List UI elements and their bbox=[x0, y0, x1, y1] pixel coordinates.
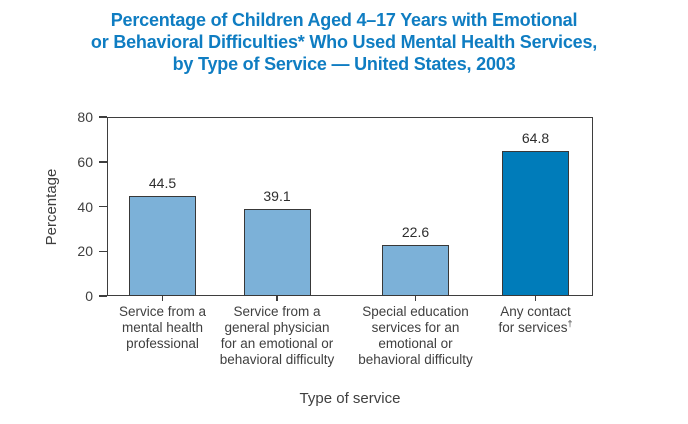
bar-value-label-4: 64.8 bbox=[521, 130, 550, 146]
y-tick-label-20: 20 bbox=[77, 243, 93, 260]
x-category-label-2: Service from a general physician for an em… bbox=[204, 304, 350, 368]
chart-title-line-3: by Type of Service — United States, 2003 bbox=[172, 54, 516, 74]
bar-1 bbox=[129, 196, 196, 296]
bar-value-label-1: 44.5 bbox=[148, 175, 177, 192]
x-category-label-1-line-3: professional bbox=[126, 336, 199, 351]
y-tick-mark-0 bbox=[99, 295, 107, 297]
chart-title: Percentage of Children Aged 4–17 Years w… bbox=[0, 9, 688, 75]
y-tick-mark-40 bbox=[99, 205, 107, 208]
x-category-label-2-line-4: behavioral difficulty bbox=[219, 352, 335, 367]
x-category-label-3-line-4: behavioral difficulty bbox=[358, 352, 473, 367]
x-category-label-4-line-2: for services bbox=[498, 320, 568, 335]
x-category-label-4: Any contact for services† bbox=[463, 304, 609, 336]
y-tick-label-40: 40 bbox=[77, 198, 93, 215]
y-tick-label-80: 80 bbox=[77, 109, 93, 125]
x-tick-mark-4 bbox=[534, 296, 537, 301]
bar-value-label-2: 39.1 bbox=[263, 187, 291, 204]
y-tick-mark-80 bbox=[99, 116, 107, 118]
bar-4 bbox=[502, 151, 569, 296]
y-tick-label-0: 0 bbox=[85, 288, 93, 304]
x-category-label-1-line-1: Service from a bbox=[118, 304, 207, 319]
x-category-label-1-line-2: mental health bbox=[121, 320, 204, 335]
x-category-label-3: Special education services for an emotiona… bbox=[343, 304, 489, 368]
bar-3 bbox=[382, 245, 449, 296]
y-tick-label-60: 60 bbox=[77, 153, 93, 170]
bar-2 bbox=[243, 208, 311, 296]
x-axis-label: Type of service bbox=[299, 390, 401, 407]
x-category-label-2-line-1: Service from a bbox=[233, 304, 321, 319]
bar-value-label-3: 22.6 bbox=[401, 224, 430, 241]
x-category-label-2-line-3: for an emotional or bbox=[220, 336, 334, 351]
x-category-label-3-line-3: emotional or bbox=[378, 336, 453, 351]
x-category-label-1: Service from a mental health professional bbox=[90, 304, 236, 352]
dagger-footnote-marker: † bbox=[567, 318, 573, 329]
x-category-label-4-line-1: Any contact bbox=[500, 304, 571, 319]
x-category-label-3-line-1: Special education bbox=[362, 304, 469, 319]
chart-title-line-1: Percentage of Children Aged 4–17 Years w… bbox=[110, 10, 578, 30]
x-category-label-2-line-2: general physician bbox=[224, 320, 330, 335]
x-tick-mark-3 bbox=[414, 296, 417, 301]
y-tick-mark-60 bbox=[99, 161, 107, 163]
y-tick-mark-20 bbox=[99, 250, 107, 252]
chart-title-line-2: or Behavioral Difficulties* Who Used Men… bbox=[90, 32, 598, 52]
x-tick-mark-2 bbox=[276, 296, 278, 301]
x-category-label-3-line-2: services for an bbox=[371, 320, 460, 335]
x-tick-mark-1 bbox=[161, 296, 164, 301]
